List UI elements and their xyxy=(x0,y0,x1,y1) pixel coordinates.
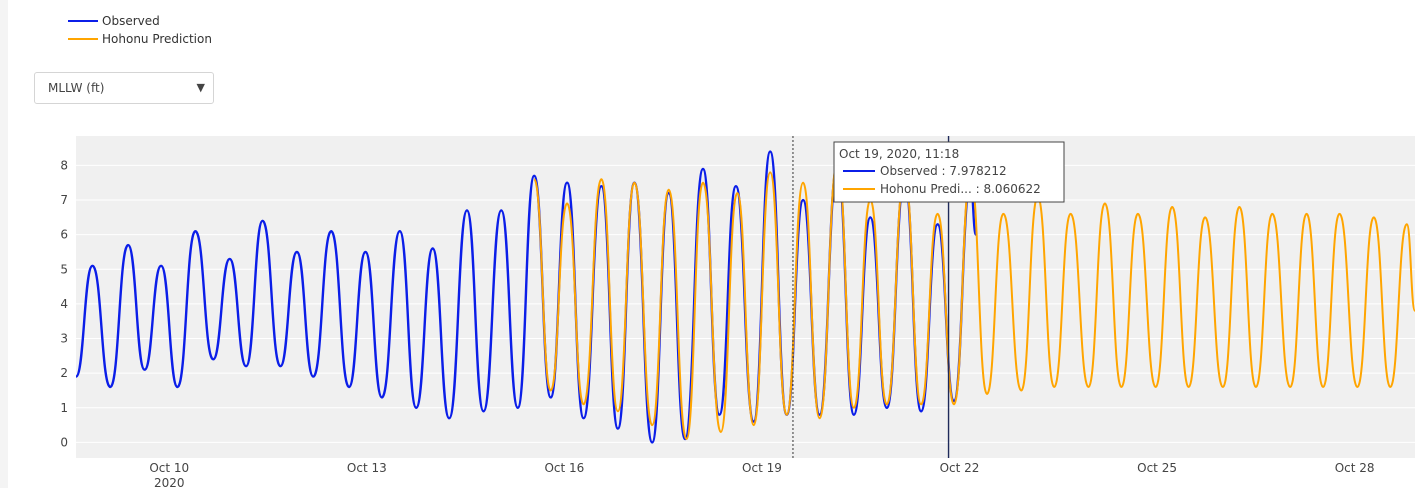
legend-label-prediction: Hohonu Prediction xyxy=(102,32,212,46)
legend-label-observed: Observed xyxy=(102,14,160,28)
x-tick-sublabel: 2020 xyxy=(154,476,185,488)
y-tick-label: 4 xyxy=(60,297,68,311)
x-tick-label: Oct 28 xyxy=(1335,461,1375,475)
hover-tooltip-title: Oct 19, 2020, 11:18 xyxy=(839,147,959,161)
y-tick-label: 6 xyxy=(60,228,68,242)
hover-tooltip: Oct 19, 2020, 11:18 Observed : 7.978212 … xyxy=(833,141,1065,203)
series-line-prediction xyxy=(533,161,1415,440)
legend-item-prediction[interactable]: Hohonu Prediction xyxy=(68,30,212,48)
y-tick-label: 7 xyxy=(60,193,68,207)
hover-tooltip-observed: Observed : 7.978212 xyxy=(880,164,1007,178)
x-tick-label: Oct 13 xyxy=(347,461,387,475)
datum-dropdown-value: MLLW (ft) xyxy=(48,81,105,95)
y-tick-label: 8 xyxy=(60,158,68,172)
y-tick-label: 5 xyxy=(60,262,68,276)
y-axis-ticks: 0 1 2 3 4 5 6 7 8 xyxy=(60,158,68,449)
legend: Observed Hohonu Prediction xyxy=(68,12,212,48)
chevron-down-icon[interactable]: ▼ xyxy=(196,81,205,94)
legend-swatch-prediction xyxy=(68,38,98,40)
page-left-border xyxy=(0,0,8,488)
y-tick-label: 0 xyxy=(60,435,68,449)
y-tick-label: 3 xyxy=(60,332,68,346)
y-tick-label: 2 xyxy=(60,366,68,380)
x-tick-label: Oct 16 xyxy=(544,461,584,475)
x-tick-label: Oct 25 xyxy=(1137,461,1177,475)
hover-tooltip-prediction: Hohonu Predi... : 8.060622 xyxy=(880,182,1041,196)
y-tick-label: 1 xyxy=(60,401,68,415)
legend-swatch-observed xyxy=(68,20,98,22)
x-tick-label: Oct 19 xyxy=(742,461,782,475)
x-tick-label: Oct 22 xyxy=(940,461,980,475)
datum-dropdown[interactable]: MLLW (ft) ▼ xyxy=(34,72,214,104)
legend-item-observed[interactable]: Observed xyxy=(68,12,212,30)
x-tick-label: Oct 10 xyxy=(149,461,189,475)
